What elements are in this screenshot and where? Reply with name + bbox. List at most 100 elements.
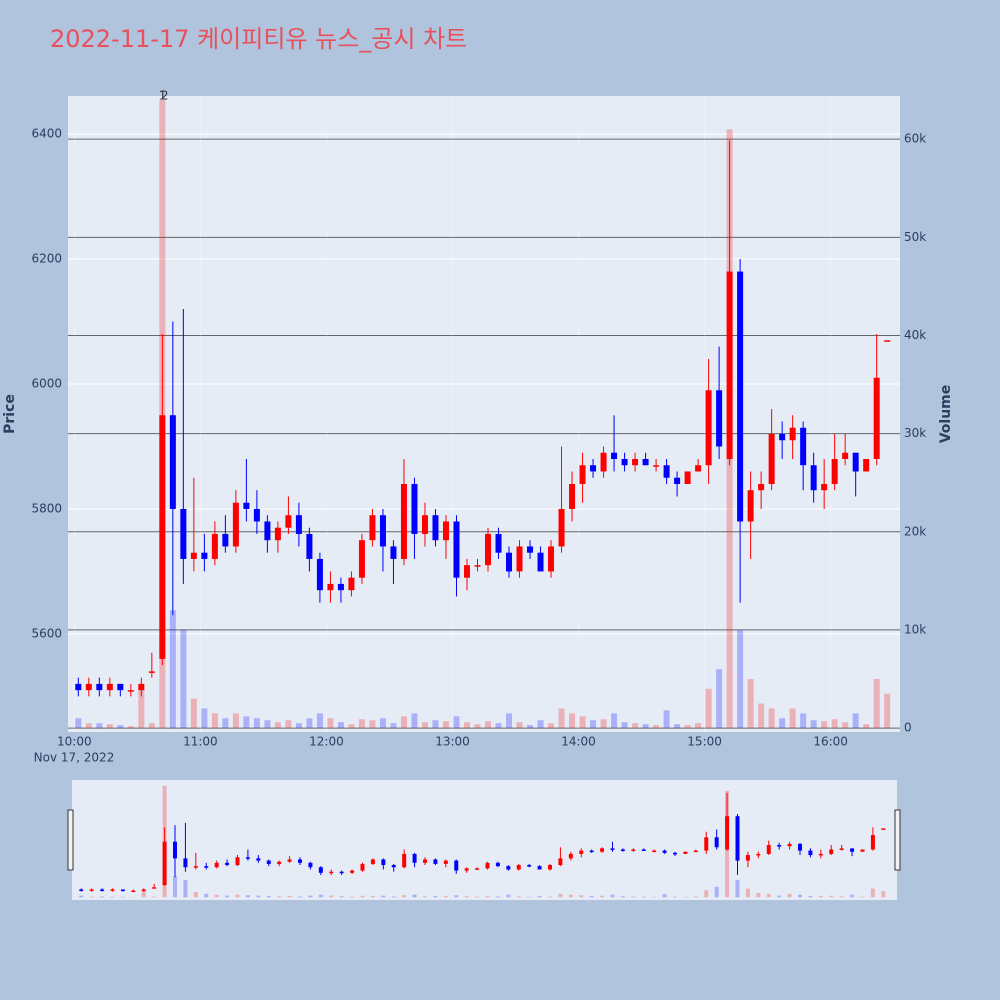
volume-bar: [884, 693, 891, 729]
candle-body: [131, 890, 136, 893]
volume-bar: [705, 688, 712, 729]
candle-body: [127, 690, 134, 692]
candle-body: [285, 515, 292, 528]
volume-bar: [235, 894, 240, 898]
volume-bar: [737, 629, 744, 729]
volume-bar: [201, 708, 208, 729]
volume-bar: [506, 713, 513, 729]
candle-body: [432, 515, 439, 541]
candle-body: [818, 853, 823, 856]
volume-bar: [110, 896, 115, 898]
volume-bar: [506, 894, 511, 898]
candle-body: [75, 683, 82, 691]
volume-bar: [232, 713, 239, 729]
candle-body: [789, 427, 796, 441]
y2-tick-label: 60k: [904, 132, 926, 146]
candle-body: [454, 860, 459, 871]
candle-body: [548, 865, 552, 870]
candle-body: [256, 858, 261, 861]
y-tick-label: 6400: [31, 127, 62, 141]
volume-bar: [693, 896, 698, 898]
volume-bar: [716, 669, 723, 729]
volume-bar: [287, 895, 292, 898]
volume-bar: [850, 894, 855, 898]
volume-bar: [277, 896, 282, 898]
volume-bar: [558, 893, 563, 898]
volume-bar: [75, 718, 82, 729]
candle-body: [779, 433, 786, 441]
candle-body: [821, 483, 828, 491]
candle-body: [253, 508, 260, 522]
candle-body: [873, 377, 880, 459]
candle-body: [600, 848, 605, 852]
volume-bar: [674, 724, 681, 729]
volume-bar: [548, 723, 555, 729]
volume-bar: [298, 896, 302, 898]
candle-body: [652, 850, 657, 853]
slider-handle[interactable]: [894, 809, 901, 871]
candle-body: [190, 552, 197, 559]
date-label: Nov 17, 2022: [34, 751, 115, 765]
volume-bar: [527, 725, 534, 729]
candle-body: [558, 858, 563, 866]
candle-body: [180, 508, 187, 559]
volume-bar: [96, 723, 103, 729]
candle-body: [442, 521, 449, 541]
volume-bar: [432, 720, 439, 729]
annotation: 2: [161, 89, 169, 103]
candle-body: [808, 850, 813, 856]
candle-body: [235, 857, 240, 866]
candle-body: [527, 865, 532, 867]
candle-body: [569, 483, 576, 509]
volume-bar: [225, 895, 230, 898]
volume-bar: [264, 720, 271, 729]
candle-body: [537, 866, 542, 870]
volume-bar: [85, 723, 92, 729]
candle-body: [579, 850, 584, 854]
candle-body: [298, 859, 302, 863]
volume-bar: [348, 724, 355, 729]
volume-bar: [516, 722, 523, 729]
candle-body: [632, 458, 639, 466]
volume-bar: [421, 722, 428, 729]
candle-body: [464, 868, 469, 871]
volume-bar: [400, 716, 407, 729]
candle-body: [745, 855, 750, 861]
volume-bar: [714, 886, 719, 898]
volume-bar: [810, 720, 817, 729]
volume-bar: [768, 708, 775, 729]
candle-body: [884, 340, 891, 342]
volume-bar: [337, 722, 344, 729]
volume-bar: [839, 896, 844, 898]
x-tick-label: 11:00: [183, 735, 218, 749]
y2-tick-label: 10k: [904, 622, 926, 636]
volume-bar: [590, 720, 597, 729]
volume-bar: [516, 896, 521, 898]
volume-bar: [831, 719, 838, 729]
volume-bar: [318, 894, 323, 898]
x-tick-label: 10:00: [57, 735, 92, 749]
volume-bar: [527, 896, 532, 898]
range-slider[interactable]: [72, 780, 897, 900]
candle-body: [391, 865, 396, 868]
candle-body: [327, 583, 334, 591]
candle-body: [860, 849, 865, 852]
candle-body: [453, 521, 460, 578]
candle-body: [756, 853, 761, 856]
candle-body: [106, 683, 113, 691]
y2-tick-label: 20k: [904, 524, 926, 538]
volume-bar: [620, 896, 625, 898]
candle-body: [348, 577, 355, 591]
slider-handle[interactable]: [67, 809, 74, 871]
candle-body: [277, 861, 282, 864]
candle-body: [548, 546, 555, 572]
candle-body: [138, 683, 145, 691]
volume-bar: [485, 721, 491, 729]
volume-bar: [808, 895, 813, 898]
candle-body: [695, 465, 702, 472]
candle-body: [381, 859, 386, 866]
volume-bar: [684, 725, 691, 729]
volume-bar: [358, 719, 365, 729]
y2-tick-label: 50k: [904, 230, 926, 244]
candle-body: [705, 390, 712, 466]
